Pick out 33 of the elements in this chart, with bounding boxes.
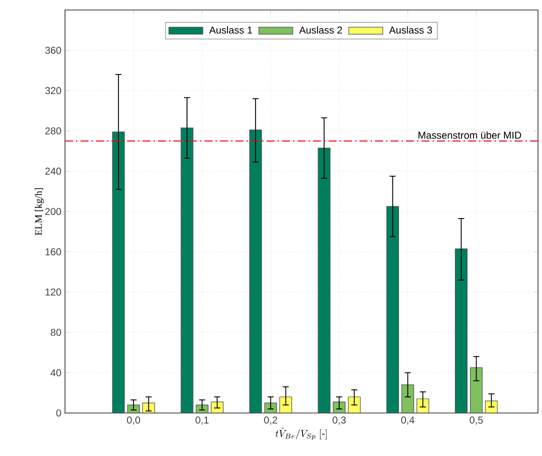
legend-label: Auslass 2 <box>299 26 342 34</box>
y-tick-label: 200 <box>45 208 62 216</box>
y-tick-label: 240 <box>45 168 62 175</box>
bar <box>470 367 483 413</box>
bar <box>348 396 361 413</box>
y-tick-label: 0 <box>56 409 62 417</box>
legend-label: Auslass 1 <box>209 26 252 34</box>
ref-line-label: Massenstrom über MID <box>418 131 522 139</box>
bar <box>401 384 414 413</box>
bar <box>180 128 194 413</box>
bar <box>485 400 498 413</box>
y-axis-title: ELM [kg/h] <box>34 188 44 236</box>
y-tick-label: 280 <box>45 127 62 134</box>
x-tick-label: 0,5 <box>470 416 483 425</box>
x-axis-title: $t\dot{V}_{Be}/V_{Sp}\ [\textrm{-}]$ <box>275 428 327 440</box>
x-tick-label: 0,4 <box>401 416 414 425</box>
bar <box>454 248 468 413</box>
y-tick-label: 120 <box>46 288 62 296</box>
y-tick-label: 160 <box>46 248 62 256</box>
bar <box>318 148 330 413</box>
x-tick-label: 0,3 <box>332 416 346 425</box>
bar <box>386 206 399 413</box>
x-tick-label: 0,2 <box>264 416 278 425</box>
y-tick-label: 320 <box>45 87 62 94</box>
y-tick-label: 80 <box>50 328 62 336</box>
x-tick-label: 0,0 <box>126 416 140 425</box>
bar <box>249 130 262 413</box>
y-tick-label: 360 <box>45 46 62 54</box>
bar <box>112 132 125 413</box>
x-tick-label: 0,1 <box>196 416 209 425</box>
y-tick-label: 40 <box>50 369 62 376</box>
legend-label: Auslass 3 <box>389 26 432 34</box>
bar <box>279 396 292 413</box>
